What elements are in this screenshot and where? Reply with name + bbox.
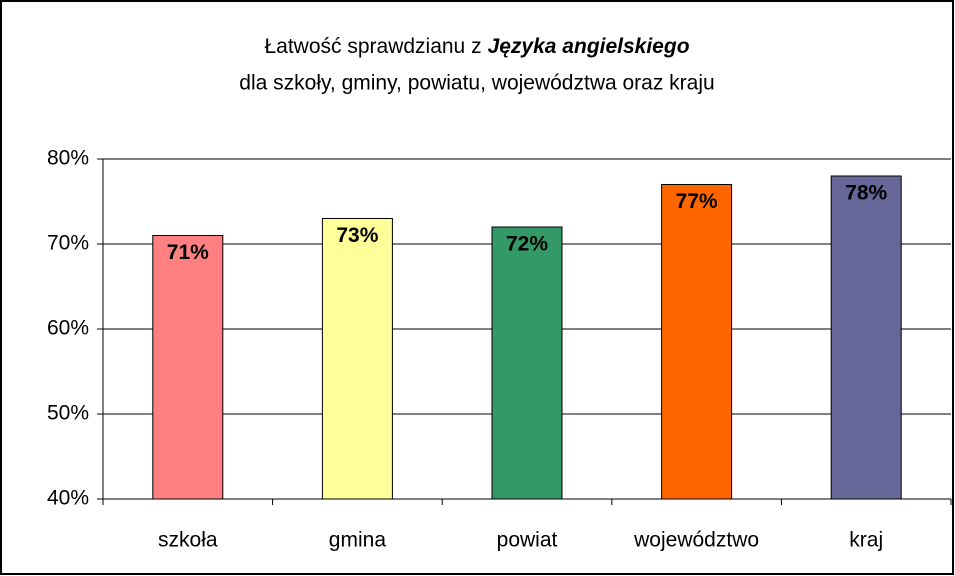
title-part: Łatwość sprawdzianu z [264, 35, 481, 58]
data-label: 71% [167, 241, 209, 264]
y-tick-label: 80% [47, 147, 89, 170]
y-tick-label: 70% [47, 232, 89, 255]
y-tick-label: 50% [47, 402, 89, 425]
bar [491, 226, 563, 500]
title-emphasis: Języka angielskiego [488, 35, 690, 58]
bar [321, 218, 393, 500]
data-label: 77% [676, 190, 718, 213]
chart-title: Łatwość sprawdzianu z Języka angielskiego [264, 35, 689, 58]
x-tick-label: kraj [849, 529, 883, 552]
data-label: 73% [336, 224, 378, 247]
y-tick-label: 60% [47, 317, 89, 340]
x-tick-label: szkoła [158, 529, 218, 552]
bar [830, 175, 902, 500]
data-label: 72% [506, 233, 548, 256]
bar [152, 235, 224, 500]
x-tick-label: powiat [497, 529, 558, 552]
chart-subtitle: dla szkoły, gminy, powiatu, województwa … [239, 72, 714, 95]
data-label: 78% [845, 182, 887, 205]
x-tick-label: gmina [329, 529, 387, 552]
bar [661, 184, 733, 500]
x-tick-label: województwo [633, 529, 759, 552]
y-tick-label: 40% [47, 487, 89, 510]
